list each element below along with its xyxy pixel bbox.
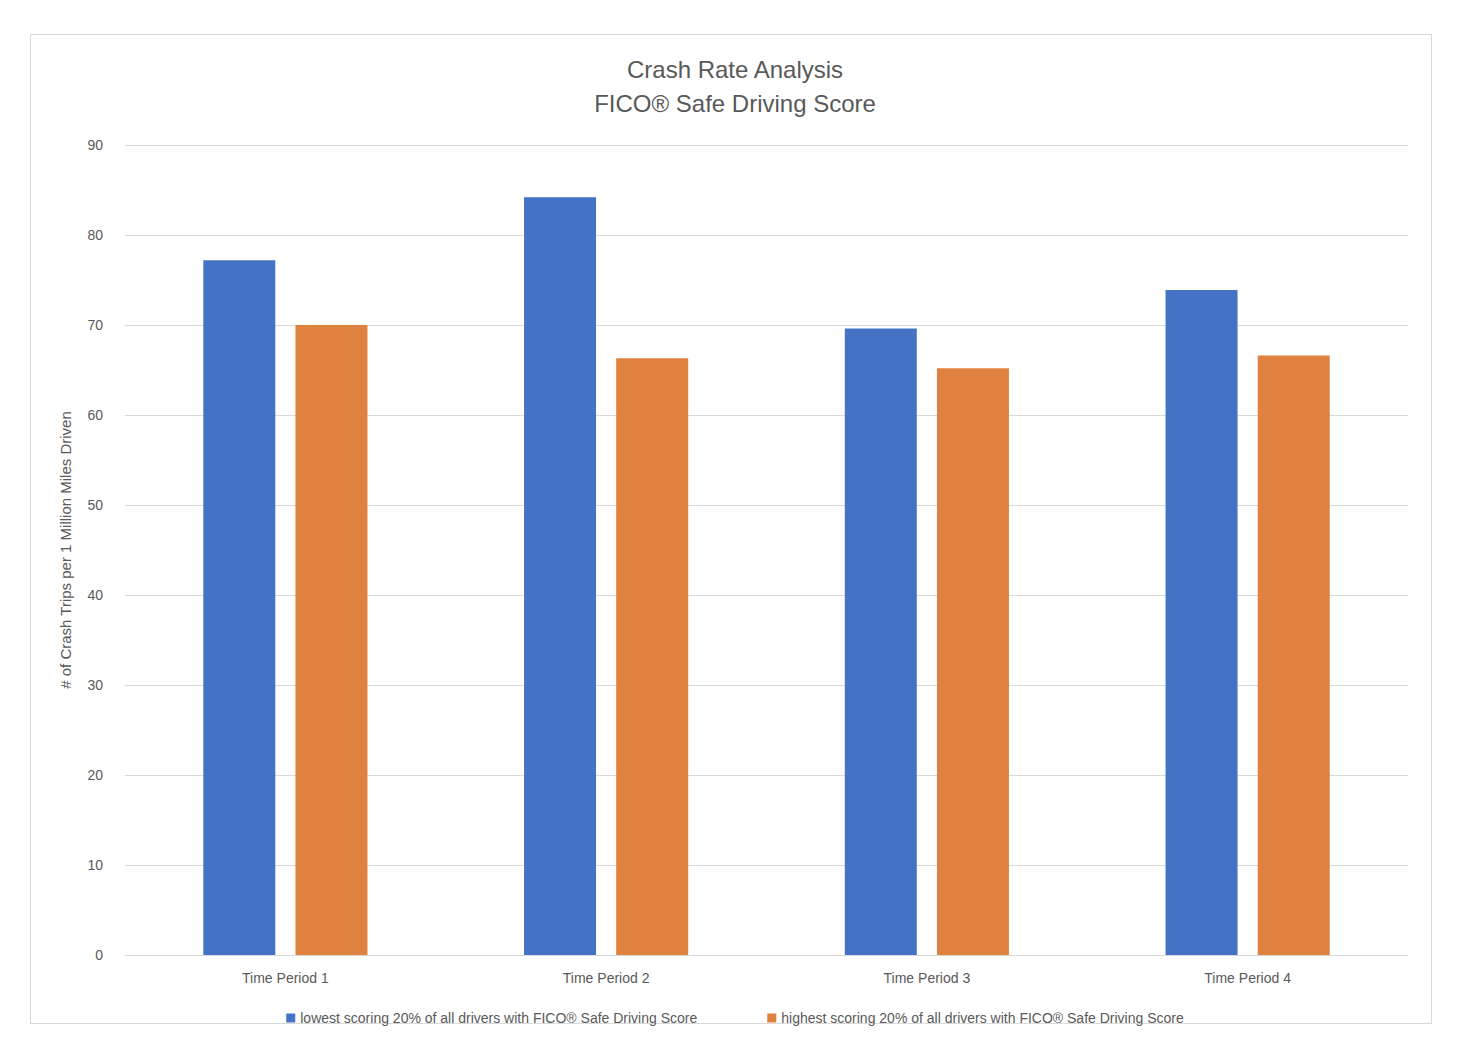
svg-text:70: 70 — [87, 317, 103, 333]
svg-text:lowest scoring 20% of all driv: lowest scoring 20% of all drivers with F… — [300, 1010, 697, 1026]
svg-text:90: 90 — [87, 137, 103, 153]
svg-text:80: 80 — [87, 227, 103, 243]
svg-text:# of Crash Trips per 1 Million: # of Crash Trips per 1 Million Miles Dri… — [57, 411, 74, 689]
svg-text:FICO® Safe Driving Score: FICO® Safe Driving Score — [594, 90, 876, 117]
svg-text:10: 10 — [87, 857, 103, 873]
svg-text:Time Period 1: Time Period 1 — [242, 970, 329, 986]
svg-text:Time Period 4: Time Period 4 — [1204, 970, 1291, 986]
svg-text:30: 30 — [87, 677, 103, 693]
svg-text:Crash Rate Analysis: Crash Rate Analysis — [627, 56, 843, 83]
svg-text:60: 60 — [87, 407, 103, 423]
svg-text:0: 0 — [95, 947, 103, 963]
svg-text:Time Period 2: Time Period 2 — [563, 970, 650, 986]
svg-text:20: 20 — [87, 767, 103, 783]
svg-text:Time Period 3: Time Period 3 — [884, 970, 971, 986]
svg-text:50: 50 — [87, 497, 103, 513]
svg-text:40: 40 — [87, 587, 103, 603]
svg-text:highest scoring 20% of all dri: highest scoring 20% of all drivers with … — [781, 1010, 1184, 1026]
